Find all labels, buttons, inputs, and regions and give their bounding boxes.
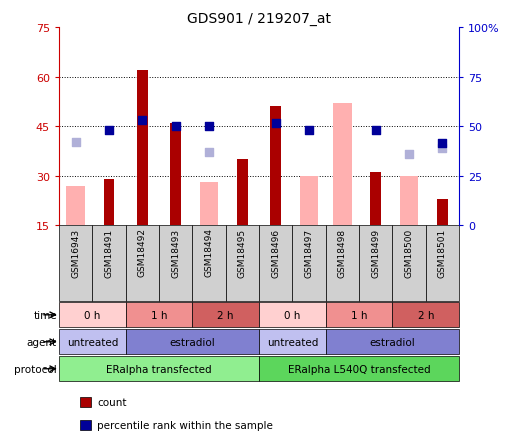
Text: estradiol: estradiol <box>169 337 215 347</box>
Text: untreated: untreated <box>267 337 318 347</box>
Text: 2 h: 2 h <box>418 310 434 320</box>
Bar <box>59 356 259 381</box>
Bar <box>259 302 326 328</box>
Text: agent: agent <box>27 337 57 347</box>
Text: protocol: protocol <box>14 364 57 374</box>
Text: GSM18494: GSM18494 <box>205 228 213 277</box>
Bar <box>259 329 326 355</box>
Bar <box>137 71 148 226</box>
Bar <box>437 199 448 226</box>
Point <box>205 123 213 130</box>
Bar <box>259 356 459 381</box>
Text: estradiol: estradiol <box>369 337 416 347</box>
Text: GSM18492: GSM18492 <box>138 228 147 277</box>
Bar <box>192 302 259 328</box>
Bar <box>92 226 126 302</box>
Bar <box>333 104 351 226</box>
Bar <box>67 186 85 226</box>
Bar <box>326 329 459 355</box>
Bar <box>192 226 226 302</box>
Text: count: count <box>97 398 127 407</box>
Text: GSM18499: GSM18499 <box>371 228 380 277</box>
Text: GSM18495: GSM18495 <box>238 228 247 277</box>
Point <box>105 127 113 134</box>
Bar <box>259 226 292 302</box>
Point <box>138 117 147 124</box>
Bar <box>400 176 418 226</box>
Bar <box>200 183 218 226</box>
Text: percentile rank within the sample: percentile rank within the sample <box>97 420 273 430</box>
Text: GSM18498: GSM18498 <box>338 228 347 277</box>
Text: GSM18496: GSM18496 <box>271 228 280 277</box>
Text: GSM18497: GSM18497 <box>305 228 313 277</box>
Bar <box>326 302 392 328</box>
Text: ERalpha L540Q transfected: ERalpha L540Q transfected <box>288 364 430 374</box>
Text: GSM18491: GSM18491 <box>105 228 113 277</box>
Bar <box>170 124 181 226</box>
Bar <box>104 180 114 226</box>
Bar <box>237 160 248 226</box>
Bar <box>359 226 392 302</box>
Bar <box>270 107 281 226</box>
Bar <box>300 176 318 226</box>
Text: GSM16943: GSM16943 <box>71 228 80 277</box>
Point <box>371 127 380 134</box>
Text: ERalpha transfected: ERalpha transfected <box>106 364 212 374</box>
Bar <box>126 329 259 355</box>
Bar <box>326 226 359 302</box>
Point <box>205 149 213 156</box>
Text: GSM18500: GSM18500 <box>405 228 413 277</box>
Bar <box>426 226 459 302</box>
Title: GDS901 / 219207_at: GDS901 / 219207_at <box>187 12 331 26</box>
Point <box>438 140 446 147</box>
Bar <box>392 302 459 328</box>
Text: GSM18501: GSM18501 <box>438 228 447 277</box>
Bar <box>370 173 381 226</box>
Bar <box>59 329 126 355</box>
Point <box>271 120 280 127</box>
Point <box>438 145 446 152</box>
Text: 0 h: 0 h <box>284 310 301 320</box>
Bar <box>392 226 426 302</box>
Bar <box>292 226 326 302</box>
Bar <box>226 226 259 302</box>
Bar <box>59 226 92 302</box>
Text: GSM18493: GSM18493 <box>171 228 180 277</box>
Text: 1 h: 1 h <box>151 310 167 320</box>
Point <box>71 139 80 146</box>
Text: 0 h: 0 h <box>84 310 101 320</box>
Bar <box>126 226 159 302</box>
Point <box>405 151 413 158</box>
Bar <box>126 302 192 328</box>
Point <box>305 127 313 134</box>
Text: 1 h: 1 h <box>351 310 367 320</box>
Bar <box>159 226 192 302</box>
Text: untreated: untreated <box>67 337 118 347</box>
Text: time: time <box>33 310 57 320</box>
Bar <box>59 302 126 328</box>
Point <box>171 123 180 130</box>
Text: 2 h: 2 h <box>218 310 234 320</box>
